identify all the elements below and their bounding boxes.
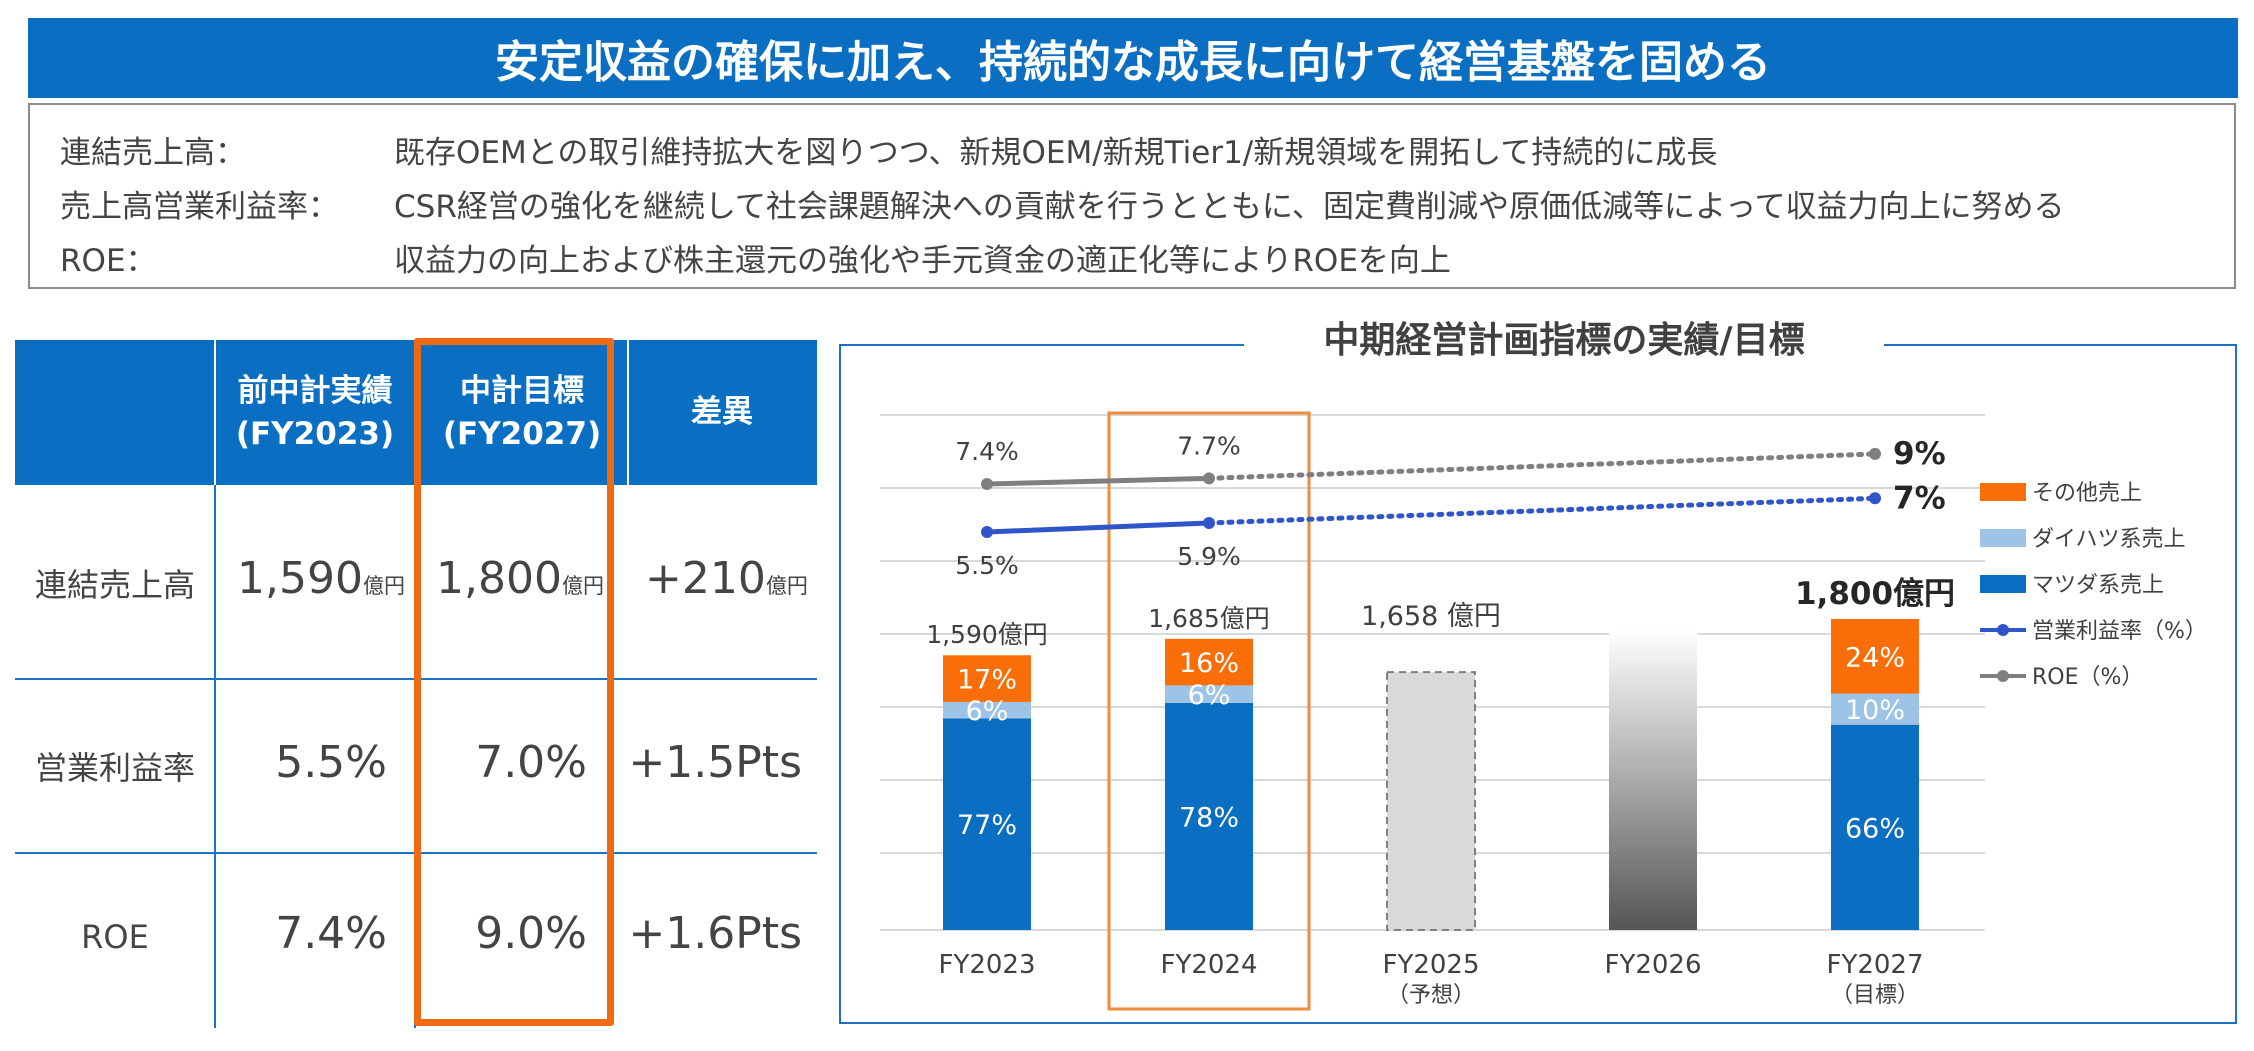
roe-diff: +1.6Pts (628, 908, 802, 959)
row-label-sales: 連結売上高 (34, 566, 195, 604)
bar-total-label: 1,685億円 (1148, 604, 1270, 633)
roe-fy2023: 7.4% (275, 908, 387, 959)
x-tick-label: FY2024 (1160, 950, 1257, 980)
legend-swatch (1980, 529, 2026, 547)
fy2026-placeholder-bar (1609, 630, 1697, 930)
policy-text: 収益力の向上および株主還元の強化や手元資金の適正化等によりROEを向上 (394, 243, 1451, 279)
legend-swatch (1980, 575, 2026, 593)
bar-segment-label: 17% (957, 665, 1017, 696)
policy-label: 連結売上高： (60, 135, 246, 171)
legend-label: 営業利益率（%） (2032, 619, 2207, 644)
line-point-label: 5.9% (1177, 542, 1241, 571)
sales-fy2027: 1,800億円 (436, 553, 604, 604)
bar-total-label: 1,800億円 (1795, 576, 1955, 612)
column-divider (214, 340, 216, 1028)
policy-label: ROE： (60, 243, 157, 279)
highlight-box (1107, 411, 1311, 1011)
header-diff: 差異 (691, 394, 753, 430)
bar-total-label: 1,658 億円 (1361, 601, 1501, 632)
line-point-label: 5.5% (955, 551, 1019, 580)
bar-segment-label: 78% (1179, 802, 1239, 833)
header-fy2023: 前中計実績 (FY2023) (235, 372, 395, 452)
margin-fy2027: 7.0% (475, 737, 587, 788)
bar-segment (1831, 693, 1919, 725)
x-tick-label: FY2026 (1604, 950, 1701, 980)
roe-fy2027: 9.0% (475, 908, 587, 959)
line-point (1869, 447, 1881, 460)
line-point (1869, 492, 1881, 505)
legend-swatch (1980, 483, 2026, 501)
legend-label: マツダ系売上 (2032, 573, 2164, 598)
legend-label: ダイハツ系売上 (2032, 527, 2186, 552)
sales-diff: +210億円 (645, 553, 808, 604)
bar-segment (943, 701, 1031, 719)
bar-segment (1831, 724, 1919, 930)
policy-box: 連結売上高： 既存OEMとの取引維持拡大を図りつつ、新規OEM/新規Tier1/… (28, 103, 2236, 289)
legend-marker (1997, 624, 2009, 636)
bar-segment-label: 66% (1845, 813, 1905, 844)
policy-text: CSR経営の強化を継続して社会課題解決への貢献を行うとともに、固定費削減や原価低… (394, 189, 2065, 225)
line-point (981, 478, 993, 490)
bar-segment-label: 16% (1179, 648, 1239, 679)
line-series-dotted (1206, 451, 1878, 481)
page-banner: 安定収益の確保に加え、持続的な成長に向けて経営基盤を固める (28, 18, 2238, 98)
legend-marker (1997, 670, 2009, 682)
line-point (981, 526, 993, 538)
bar-segment-label: 10% (1845, 695, 1905, 726)
row-label-margin: 営業利益率 (34, 749, 195, 787)
bar-segment-label: 24% (1845, 642, 1905, 673)
margin-fy2023: 5.5% (275, 737, 387, 788)
line-series-solid (986, 520, 1210, 535)
bar-segment-label: 77% (957, 810, 1017, 841)
bar-segment-label: 6% (966, 696, 1009, 727)
target-column-highlight (414, 338, 614, 1026)
column-divider (214, 340, 216, 485)
header-fy2027: 中計目標 (FY2027) (442, 372, 602, 452)
x-tick-label: FY2027 (1826, 950, 1923, 980)
bar-segment (1165, 702, 1253, 930)
bar-segment (1831, 618, 1919, 694)
bar-total-label: 1,590億円 (926, 620, 1048, 649)
line-end-label: 9% (1893, 436, 1946, 472)
x-tick-label: FY2025 (1382, 950, 1479, 980)
margin-diff: +1.5Pts (628, 737, 802, 788)
line-point-label: 7.7% (1177, 431, 1241, 460)
line-end-label: 7% (1893, 480, 1946, 516)
legend-label: その他売上 (2032, 481, 2142, 506)
sales-fy2023: 1,590億円 (237, 553, 405, 604)
forecast-bar (1386, 671, 1476, 931)
x-tick-sublabel: （予想） (1387, 983, 1475, 1008)
legend-label: ROE（%） (2032, 665, 2143, 690)
line-series-dotted (1206, 495, 1878, 526)
bar-segment-label: 6% (1188, 680, 1231, 711)
policy-text: 既存OEMとの取引維持拡大を図りつつ、新規OEM/新規Tier1/新規領域を開拓… (394, 135, 1718, 171)
line-point-label: 7.4% (955, 437, 1019, 466)
bar-segment (1165, 638, 1253, 686)
line-point (1203, 517, 1215, 529)
line-series-solid (986, 475, 1210, 487)
bar-segment (943, 655, 1031, 702)
x-tick-label: FY2023 (938, 950, 1035, 980)
column-divider (627, 340, 629, 485)
line-point (1203, 472, 1215, 485)
policy-label: 売上高営業利益率： (60, 189, 339, 225)
chart-title: 中期経営計画指標の実績/目標 (1244, 314, 1884, 368)
bar-segment (1165, 685, 1253, 703)
x-tick-sublabel: （目標） (1831, 983, 1919, 1008)
bar-segment (943, 718, 1031, 930)
row-label-roe: ROE (81, 918, 149, 956)
